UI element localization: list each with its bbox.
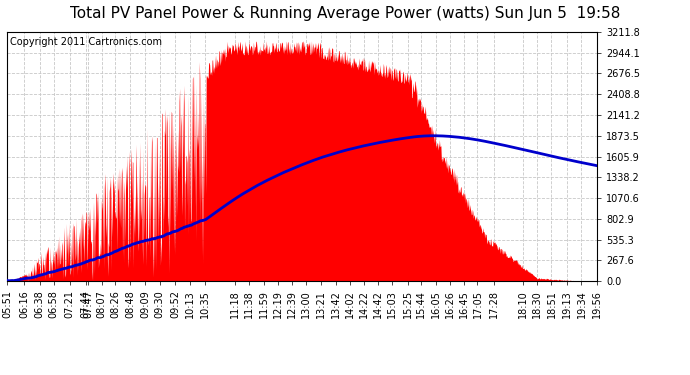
Text: Copyright 2011 Cartronics.com: Copyright 2011 Cartronics.com [10, 37, 162, 47]
Text: Total PV Panel Power & Running Average Power (watts) Sun Jun 5  19:58: Total PV Panel Power & Running Average P… [70, 6, 620, 21]
